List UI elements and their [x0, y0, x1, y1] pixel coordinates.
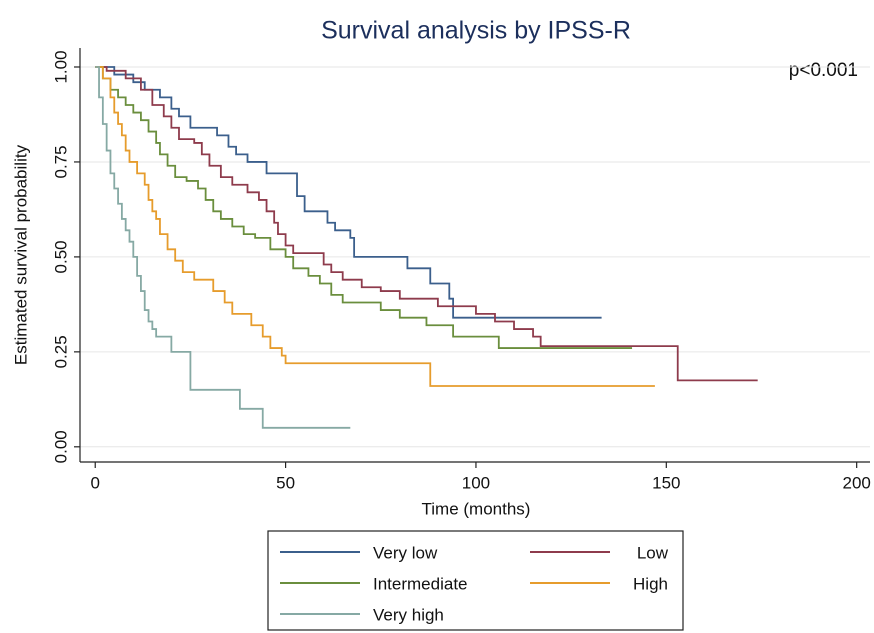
survival-curve: [95, 66, 655, 387]
survival-curve: [95, 66, 633, 349]
survival-curve: [95, 66, 758, 382]
legend-box: [267, 530, 684, 631]
legend-label: Intermediate: [373, 574, 468, 593]
legend-label: Very high: [373, 605, 444, 624]
legend-label: High: [633, 574, 668, 593]
legend-label: Low: [637, 543, 669, 562]
x-tick-label: 100: [462, 473, 490, 492]
legend-label: Very low: [373, 543, 438, 562]
y-tick-label: 0.75: [51, 145, 70, 178]
y-axis-title: Estimated survival probability: [11, 144, 30, 365]
survival-curve: [95, 66, 351, 429]
survival-curve: [95, 66, 602, 319]
y-tick-label: 0.50: [51, 240, 70, 273]
x-axis-title: Time (months): [422, 499, 531, 518]
x-tick-label: 50: [276, 473, 295, 492]
x-tick-label: 0: [90, 473, 99, 492]
y-tick-label: 0.25: [51, 335, 70, 368]
x-tick-label: 200: [842, 473, 870, 492]
y-tick-label: 0.00: [51, 430, 70, 463]
annotation: p<0.001: [789, 60, 858, 81]
chart-title: Survival analysis by IPSS-R: [321, 17, 631, 45]
y-tick-label: 1.00: [51, 50, 70, 83]
x-tick-label: 150: [652, 473, 680, 492]
